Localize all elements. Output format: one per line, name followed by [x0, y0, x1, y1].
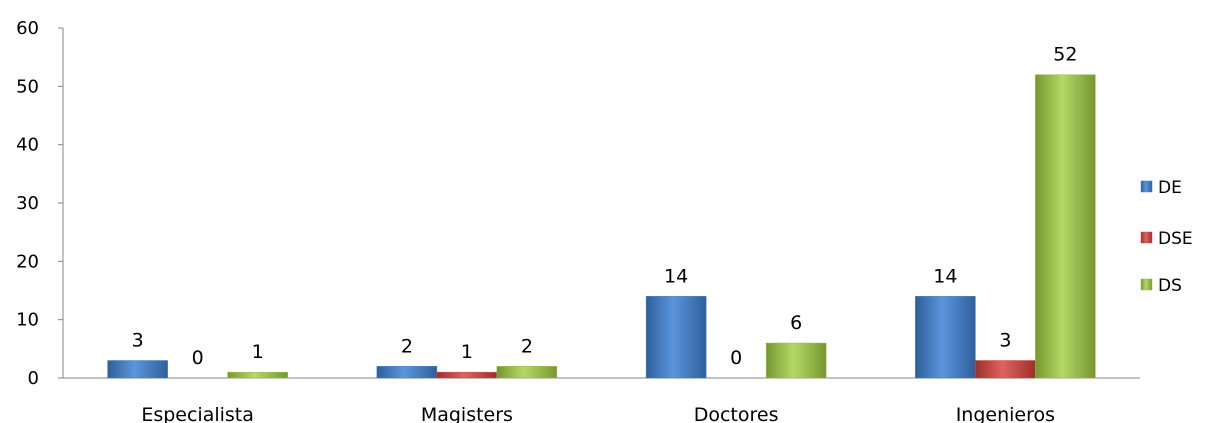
data-labels: 3 0 1 2 1 2 14 0 6 14 3 52 [132, 44, 1078, 369]
category-label: Doctores [694, 404, 779, 423]
data-label-dse-magisters: 1 [461, 341, 473, 363]
legend-label-ds: DS [1158, 276, 1182, 296]
bar-ds-doctores [765, 342, 827, 379]
y-tick-labels: 0 10 20 30 40 50 60 [16, 18, 63, 389]
legend-swatch-ds [1140, 278, 1153, 291]
category-labels: Especialista Magisters Doctores Ingenieros [141, 404, 1055, 423]
legend-label-dse: DSE [1158, 229, 1193, 249]
data-label-ds-ingenieros: 52 [1053, 44, 1077, 66]
data-label-de-ingenieros: 14 [933, 265, 957, 287]
data-label-ds-especialista: 1 [252, 341, 264, 363]
bars [107, 74, 1096, 379]
bar-dse-ingenieros [975, 360, 1036, 379]
y-tick-label: 50 [16, 76, 39, 97]
y-tick-label: 0 [28, 368, 39, 389]
legend-label-de: DE [1158, 178, 1182, 198]
data-label-ds-doctores: 6 [790, 312, 802, 334]
y-tick-label: 20 [16, 251, 39, 272]
category-label: Ingenieros [956, 404, 1055, 423]
bar-ds-especialista [227, 371, 288, 379]
bar-ds-ingenieros [1035, 74, 1096, 379]
bar-ds-magisters [496, 366, 558, 379]
y-tick-label: 30 [16, 193, 39, 214]
y-tick-label: 10 [16, 310, 39, 331]
data-label-dse-ingenieros: 3 [999, 330, 1011, 352]
y-tick-label: 60 [16, 18, 39, 39]
bar-de-doctores [645, 296, 707, 379]
data-label-de-especialista: 3 [132, 330, 144, 352]
category-label: Especialista [141, 404, 254, 423]
bar-de-especialista [107, 360, 168, 379]
data-label-de-magisters: 2 [401, 335, 413, 357]
data-label-dse-doctores: 0 [730, 347, 742, 369]
legend-swatch-de [1140, 180, 1153, 193]
data-label-dse-especialista: 0 [192, 347, 204, 369]
y-tick-label: 40 [16, 135, 39, 156]
data-label-ds-magisters: 2 [521, 335, 533, 357]
legend: DE DSE DS [1140, 178, 1193, 296]
bar-de-ingenieros [915, 296, 976, 379]
bar-dse-magisters [436, 371, 498, 379]
legend-swatch-dse [1140, 231, 1153, 244]
category-label: Magisters [421, 404, 513, 423]
data-label-de-doctores: 14 [664, 265, 688, 287]
bar-de-magisters [376, 366, 438, 379]
